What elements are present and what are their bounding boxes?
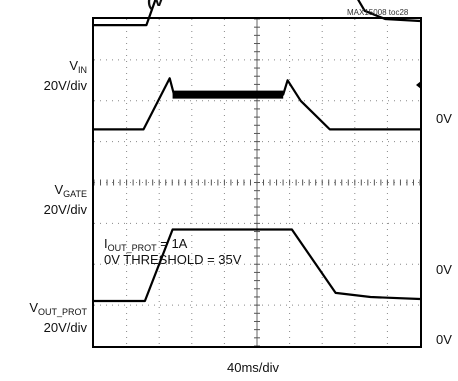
channel-name-vin: V xyxy=(69,58,78,73)
channel-sub-vout: OUT_PROT xyxy=(37,307,87,317)
trigger-marker xyxy=(416,81,421,89)
figure-id: MAX15008 toc28 xyxy=(347,8,409,17)
channel-label-vin: VIN 20V/div xyxy=(44,58,87,94)
zero-label-vout: 0V xyxy=(436,332,452,347)
annotation-current-value: = 1A xyxy=(156,236,188,251)
channel-sub-vgate: GATE xyxy=(63,189,87,199)
channel-scale-vin: 20V/div xyxy=(43,78,87,93)
channel-label-vout: VOUT_PROT 20V/div xyxy=(29,300,87,336)
annotation-current-sub: OUT_PROT xyxy=(107,243,157,253)
channel-name-vout: V xyxy=(29,300,38,315)
trace-gate-switching-band xyxy=(172,90,284,99)
channel-label-vgate: VGATE 20V/div xyxy=(44,182,87,218)
channel-scale-vgate: 20V/div xyxy=(43,202,87,217)
annotation-threshold: 0V THRESHOLD = 35V xyxy=(104,252,242,267)
annotation-current-main: I xyxy=(104,236,108,251)
graticule xyxy=(93,18,421,347)
channel-name-vgate: V xyxy=(54,182,64,197)
time-scale-label: 40ms/div xyxy=(227,360,280,375)
channel-sub-vin: IN xyxy=(78,65,87,75)
annotation-current: IOUT_PROT = 1A xyxy=(104,236,187,256)
zero-label-vout-upper: 0V xyxy=(436,262,452,277)
trace-out-prot xyxy=(94,228,421,303)
channel-scale-vout: 20V/div xyxy=(43,320,87,335)
zero-label-vin: 0V xyxy=(436,111,452,126)
chart-title: (V xyxy=(147,0,165,10)
trace-gate xyxy=(94,77,420,131)
plot-frame xyxy=(92,17,422,348)
